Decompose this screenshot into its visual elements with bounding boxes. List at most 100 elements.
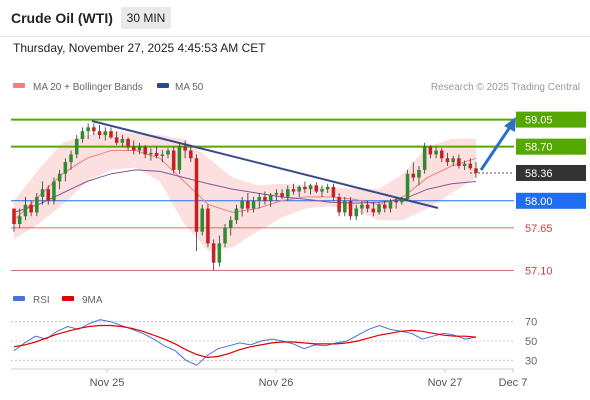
- rsi-ma-legend-swatch: [62, 296, 74, 301]
- candle-body: [303, 186, 307, 190]
- candle-body: [143, 146, 147, 155]
- timestamp: Thursday, November 27, 2025 4:45:53 AM C…: [13, 41, 266, 55]
- level-label-3: 58.00: [525, 196, 553, 208]
- candle-body: [57, 173, 62, 182]
- candles: [12, 123, 478, 271]
- ma50-legend-swatch: [157, 83, 169, 88]
- candle-body: [440, 150, 444, 159]
- x-tick-label: Dec 7: [499, 377, 528, 389]
- candle-body: [86, 127, 90, 132]
- candle-body: [325, 186, 330, 190]
- candle-body: [365, 204, 370, 209]
- candle-body: [206, 208, 210, 244]
- candle-body: [422, 146, 427, 170]
- candle-body: [428, 146, 433, 155]
- x-tick-label: Nov 27: [428, 377, 463, 389]
- candle-body: [462, 163, 467, 166]
- level-labels: 59.05 58.70 58.36 58.00 57.65 57.10: [516, 111, 586, 277]
- candle-body: [314, 185, 319, 192]
- rsi-legend-label: RSI: [33, 295, 50, 306]
- candle-body: [263, 196, 267, 201]
- candle-body: [126, 138, 130, 147]
- candle-body: [160, 154, 165, 156]
- candle-body: [114, 137, 119, 143]
- candle-body: [12, 208, 16, 224]
- candle-body: [200, 208, 204, 232]
- candle-body: [80, 131, 85, 139]
- candle-body: [74, 138, 79, 155]
- candle-body: [154, 152, 159, 156]
- candle-body: [228, 220, 233, 228]
- price-levels: [11, 118, 514, 271]
- candle-body: [405, 173, 410, 200]
- candle-body: [223, 227, 227, 244]
- level-label-5: 57.10: [525, 265, 553, 277]
- header-bar: Crude Oil (WTI) 30 MIN: [0, 0, 590, 37]
- candle-body: [286, 189, 290, 197]
- candle-body: [69, 154, 73, 163]
- candle-body: [411, 173, 416, 178]
- candle-body: [234, 208, 239, 221]
- candle-body: [451, 158, 455, 163]
- candle-body: [337, 196, 341, 213]
- candle-body: [434, 150, 438, 155]
- candle-body: [40, 189, 45, 197]
- candle-body: [297, 186, 301, 192]
- candle-body: [320, 189, 324, 192]
- candle-body: [29, 204, 33, 213]
- rsi-legend-swatch: [13, 296, 25, 301]
- candle-body: [109, 131, 113, 138]
- rsi-tick-50: 50: [525, 336, 537, 348]
- candle-body: [149, 152, 153, 155]
- x-tick-label: Nov 25: [90, 377, 125, 389]
- candle-body: [371, 208, 376, 213]
- candle-body: [23, 204, 28, 217]
- candle-body: [417, 169, 421, 178]
- candle-body: [52, 181, 56, 201]
- bearish-trendline: [91, 120, 439, 209]
- timeframe-button[interactable]: 30 MIN: [121, 7, 171, 29]
- candle-body: [17, 216, 22, 224]
- ma50-line: [13, 169, 477, 213]
- level-label-4: 57.65: [525, 223, 553, 235]
- candle-body: [132, 146, 136, 151]
- candle-body: [92, 127, 96, 132]
- candle-body: [308, 185, 313, 190]
- candle-body: [97, 131, 102, 136]
- candle-body: [217, 243, 222, 263]
- rsi-panel: 30 50 70: [11, 317, 537, 367]
- candle-body: [291, 189, 296, 192]
- level-label-2: 58.36: [525, 168, 553, 180]
- ma50-legend-label: MA 50: [175, 82, 204, 93]
- candle-body: [274, 193, 279, 195]
- level-label-0: 59.05: [525, 115, 553, 127]
- candle-body: [468, 163, 473, 169]
- candle-body: [103, 131, 108, 136]
- candle-body: [35, 196, 39, 213]
- rsi-ma-line: [13, 324, 477, 359]
- ma20-legend-label: MA 20 + Bollinger Bands: [33, 82, 143, 93]
- candle-body: [189, 150, 193, 159]
- rsi-tick-30: 30: [525, 355, 537, 367]
- x-tick-label: Nov 26: [259, 377, 294, 389]
- candle-body: [382, 204, 387, 209]
- candle-body: [171, 150, 176, 170]
- credit-text: Research © 2025 Trading Central: [431, 82, 580, 93]
- rsi-ma-legend-label: 9MA: [82, 295, 103, 306]
- level-label-box-0: [516, 111, 586, 128]
- candle-body: [360, 204, 364, 209]
- level-label-box-3: [516, 192, 586, 209]
- candle-body: [348, 200, 353, 217]
- candle-body: [354, 208, 358, 217]
- candle-body: [343, 200, 347, 213]
- instrument-title: Crude Oil (WTI): [11, 10, 113, 26]
- candle-body: [388, 200, 393, 209]
- candle-body: [257, 196, 262, 201]
- candle-body: [268, 194, 273, 201]
- candle-body: [246, 200, 250, 209]
- candle-body: [280, 193, 284, 197]
- ma20-legend-swatch: [13, 83, 25, 88]
- candle-body: [377, 204, 381, 213]
- level-label-1: 58.70: [525, 142, 553, 154]
